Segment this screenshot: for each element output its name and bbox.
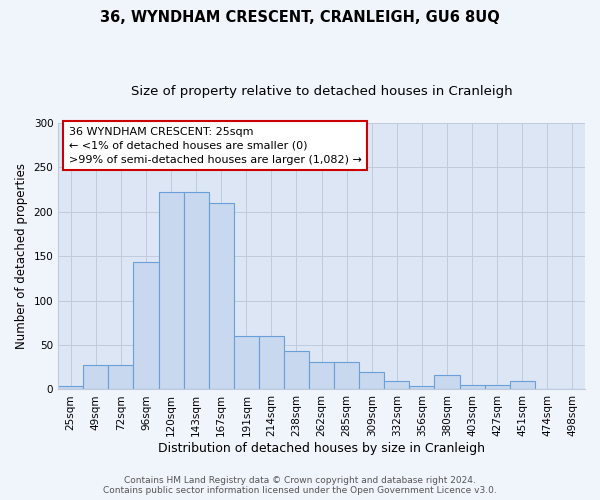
Bar [259, 336, 284, 390]
Bar [184, 192, 209, 390]
Bar [359, 372, 385, 390]
Bar [209, 203, 234, 390]
Bar [560, 388, 585, 390]
Bar [83, 364, 109, 390]
Bar [485, 385, 510, 390]
Bar [133, 262, 158, 390]
Bar [510, 382, 535, 390]
Bar [409, 386, 434, 390]
Bar [334, 362, 359, 390]
Bar [460, 385, 485, 390]
Bar [58, 386, 83, 390]
Title: Size of property relative to detached houses in Cranleigh: Size of property relative to detached ho… [131, 85, 512, 98]
Text: 36, WYNDHAM CRESCENT, CRANLEIGH, GU6 8UQ: 36, WYNDHAM CRESCENT, CRANLEIGH, GU6 8UQ [100, 10, 500, 25]
Bar [284, 351, 309, 390]
Bar [385, 380, 409, 390]
Bar [158, 192, 184, 390]
Text: 36 WYNDHAM CRESCENT: 25sqm
← <1% of detached houses are smaller (0)
>99% of semi: 36 WYNDHAM CRESCENT: 25sqm ← <1% of deta… [69, 127, 362, 165]
Bar [535, 388, 560, 390]
Y-axis label: Number of detached properties: Number of detached properties [15, 163, 28, 349]
Bar [234, 336, 259, 390]
Bar [109, 364, 133, 390]
Bar [309, 362, 334, 390]
Bar [434, 375, 460, 390]
Text: Contains HM Land Registry data © Crown copyright and database right 2024.
Contai: Contains HM Land Registry data © Crown c… [103, 476, 497, 495]
X-axis label: Distribution of detached houses by size in Cranleigh: Distribution of detached houses by size … [158, 442, 485, 455]
